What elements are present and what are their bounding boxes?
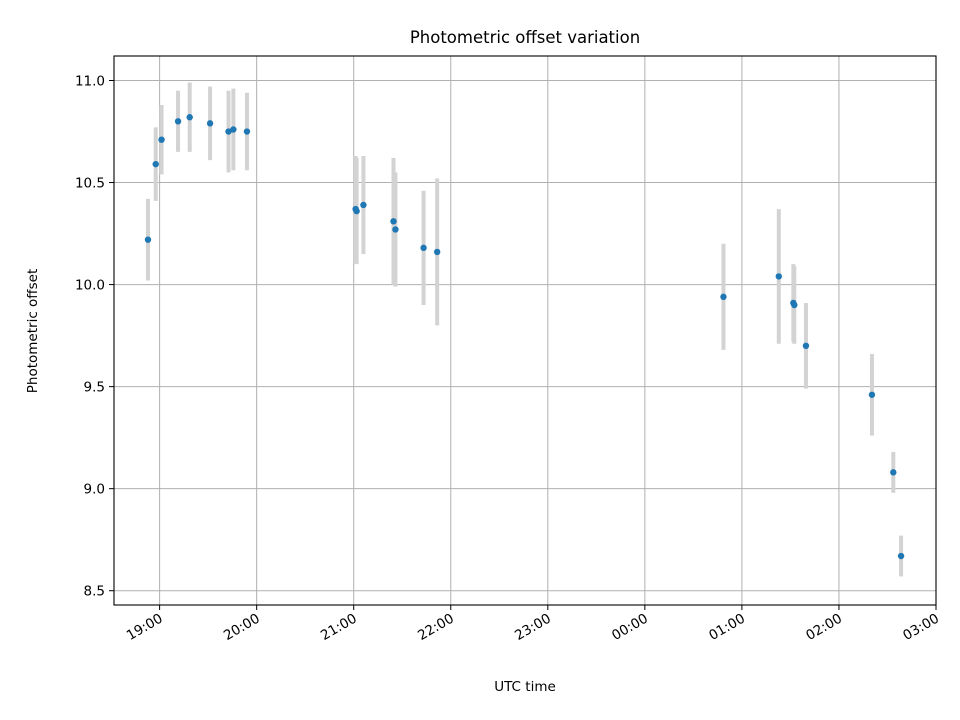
y-tick-label: 9.5: [84, 380, 105, 396]
data-point: [174, 118, 182, 125]
plot-frame: [113, 55, 937, 606]
data-point: [390, 218, 397, 225]
y-tick-label: 9.0: [84, 482, 105, 498]
data-point: [230, 126, 237, 133]
x-tick-label: 21:00: [318, 611, 360, 644]
error-bars: [145, 82, 904, 577]
data-point: [890, 469, 897, 476]
data-point: [775, 273, 782, 280]
x-tick-label: 00:00: [609, 611, 651, 644]
x-tick-labels: 19:00 20:00 21:00 22:00 23:00 00:00 01:00 02:00…: [124, 611, 942, 644]
axis-ticks: [109, 79, 937, 610]
y-tick-labels: 8.5 9.0 9.5 10.0 10.5 11.0: [75, 73, 105, 599]
data-point: [353, 207, 360, 215]
data-point: [243, 128, 251, 135]
x-tick-label: 22:00: [415, 611, 457, 644]
data-point: [420, 244, 427, 252]
x-axis-label: UTC time: [494, 679, 556, 695]
grid-lines: [114, 56, 937, 605]
data-point: [225, 128, 232, 135]
data-point: [802, 342, 810, 350]
data-point: [144, 236, 152, 243]
x-tick-label: 19:00: [124, 611, 166, 644]
data-point: [360, 201, 367, 209]
y-tick-label: 10.5: [75, 176, 105, 192]
data-points: [144, 114, 905, 560]
x-tick-label: 23:00: [512, 611, 554, 644]
data-point: [186, 114, 193, 121]
data-point: [206, 120, 214, 127]
data-point: [152, 160, 159, 168]
y-axis-label: Photometric offset: [25, 269, 41, 393]
x-tick-label: 02:00: [803, 611, 845, 644]
y-tick-label: 8.5: [84, 584, 105, 600]
data-point: [897, 552, 905, 560]
y-tick-label: 11.0: [75, 73, 105, 89]
x-tick-label: 03:00: [900, 611, 942, 644]
data-point: [791, 301, 798, 309]
data-point: [392, 226, 399, 233]
y-tick-label: 10.0: [75, 278, 105, 294]
x-tick-label: 20:00: [221, 611, 263, 644]
data-point: [868, 391, 876, 398]
chart-title: Photometric offset variation: [410, 28, 640, 47]
data-point: [720, 293, 727, 301]
data-point: [158, 136, 165, 143]
data-point: [433, 248, 441, 256]
x-tick-label: 01:00: [706, 611, 748, 644]
